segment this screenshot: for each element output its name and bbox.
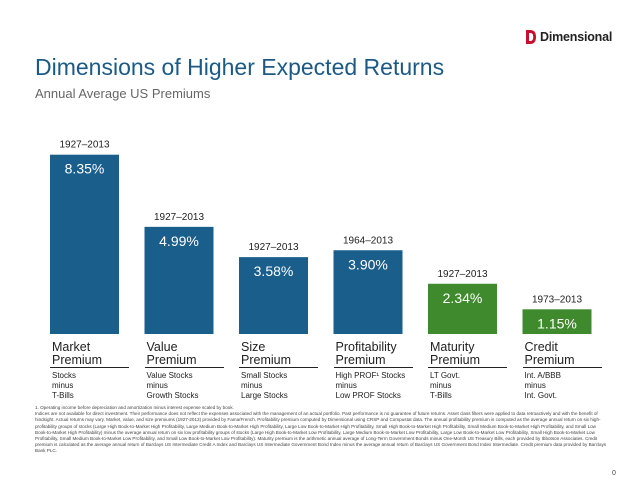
category-definition-4: LT Govt. minus T-Bills xyxy=(430,371,460,400)
category-definition-0: Stocks minus T-Bills xyxy=(52,371,77,400)
category-definition-3: High PROF¹ Stocks minus Low PROF Stocks xyxy=(335,371,406,400)
period-label-2: 1927–2013 xyxy=(248,242,298,253)
bar-0 xyxy=(50,154,119,334)
category-name-1: Value Premium xyxy=(146,340,197,367)
footnote: 1. Operating income before depreciation … xyxy=(35,405,607,454)
data-label-4: 2.34% xyxy=(443,290,483,306)
category-name-2: Size Premium xyxy=(241,340,292,367)
bar-4 xyxy=(428,283,497,334)
data-label-3: 3.90% xyxy=(348,256,388,272)
period-label-3: 1964–2013 xyxy=(343,235,393,246)
category-rule-0 xyxy=(50,367,129,368)
dimensional-logo: Dimensional xyxy=(526,30,612,44)
bar-1 xyxy=(144,226,214,334)
category-name-5: Credit Premium xyxy=(524,340,575,367)
category-name-0: Market Premium xyxy=(52,340,103,367)
data-label-0: 8.35% xyxy=(65,161,105,177)
page-number: 0 xyxy=(612,470,616,477)
period-label-1: 1927–2013 xyxy=(154,212,204,223)
category-rule-1 xyxy=(144,367,224,368)
category-name-4: Maturity Premium xyxy=(430,340,481,367)
category-rule-4 xyxy=(428,367,507,368)
period-label-4: 1927–2013 xyxy=(437,269,487,280)
bar-2 xyxy=(239,257,308,334)
bar-3 xyxy=(333,250,403,334)
period-label-0: 1927–2013 xyxy=(59,140,109,151)
category-definition-2: Small Stocks minus Large Stocks xyxy=(241,371,288,400)
category-rule-5 xyxy=(522,367,602,368)
category-definition-1: Value Stocks minus Growth Stocks xyxy=(146,371,199,400)
data-label-1: 4.99% xyxy=(159,233,199,249)
dimensional-logo-mark-icon xyxy=(526,30,536,44)
chart-title: Dimensions of Higher Expected Returns xyxy=(35,54,445,80)
category-rule-2 xyxy=(239,367,318,368)
brand-name: Dimensional xyxy=(540,30,613,44)
data-label-5: 1.15% xyxy=(537,315,577,331)
bar-5 xyxy=(522,309,592,334)
data-label-2: 3.58% xyxy=(254,263,294,279)
category-rule-3 xyxy=(333,367,413,368)
period-label-5: 1973–2013 xyxy=(532,294,582,305)
chart-subtitle: Annual Average US Premiums xyxy=(35,86,211,101)
category-name-3: Profitability Premium xyxy=(335,340,397,367)
category-definition-5: Int. A/BBB minus Int. Govt. xyxy=(524,371,561,400)
